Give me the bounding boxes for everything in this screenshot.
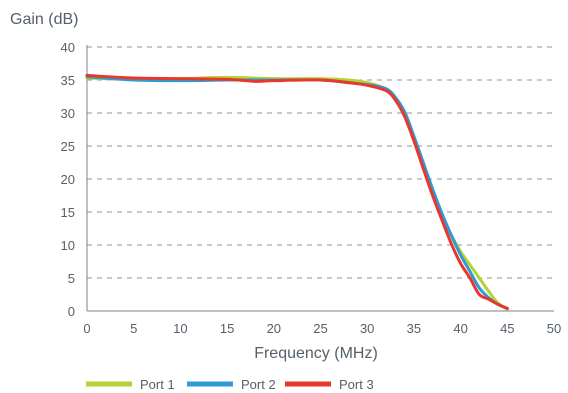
x-tick-label-20: 20: [267, 321, 281, 336]
series-line-port-2: [85, 75, 509, 310]
legend-label-port-1: Port 1: [140, 377, 175, 392]
x-tick-label-40: 40: [453, 321, 467, 336]
y-tick-label-35: 35: [61, 73, 75, 88]
y-tick-label-15: 15: [61, 205, 75, 220]
legend-label-port-2: Port 2: [241, 377, 276, 392]
x-tick-label-10: 10: [173, 321, 187, 336]
y-tick-label-0: 0: [68, 304, 75, 319]
y-tick-label-25: 25: [61, 139, 75, 154]
y-tick-label-30: 30: [61, 106, 75, 121]
x-axis-label: Frequency (MHz): [254, 345, 378, 362]
series-line-port-1: [85, 75, 509, 311]
x-tick-label-45: 45: [500, 321, 514, 336]
y-tick-label-20: 20: [61, 172, 75, 187]
x-tick-label-35: 35: [407, 321, 421, 336]
x-tick-label-0: 0: [83, 321, 90, 336]
series-line-port-3: [85, 73, 509, 310]
y-tick-label-40: 40: [61, 40, 75, 55]
series-lines: [85, 73, 509, 311]
x-tick-label-30: 30: [360, 321, 374, 336]
x-tick-label-15: 15: [220, 321, 234, 336]
x-axis: 0 5 10 15 20 25 30 35 40 45 50: [83, 310, 561, 336]
y-tick-label-5: 5: [68, 271, 75, 286]
y-axis-label: Gain (dB): [10, 11, 78, 28]
x-tick-label-5: 5: [130, 321, 137, 336]
x-tick-label-50: 50: [547, 321, 561, 336]
y-axis: 0 5 10 15 20 25 30 35 40: [61, 40, 88, 319]
x-tick-label-25: 25: [313, 321, 327, 336]
legend: Port 1 Port 2 Port 3: [86, 377, 374, 392]
legend-label-port-3: Port 3: [339, 377, 374, 392]
y-tick-label-10: 10: [61, 238, 75, 253]
